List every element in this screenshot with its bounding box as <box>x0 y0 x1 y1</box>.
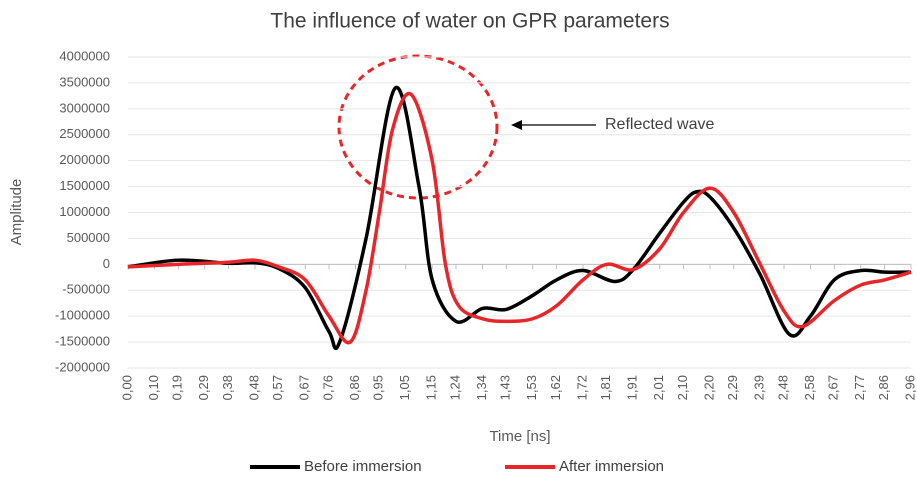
legend-label: After immersion <box>559 458 664 475</box>
x-tick-label: 2,58 <box>802 375 817 400</box>
x-tick-label: 0,67 <box>297 375 312 400</box>
x-tick-label: 1,62 <box>548 375 563 400</box>
x-tick-label: 1,53 <box>524 375 539 400</box>
series-line <box>127 91 912 345</box>
x-tick-label: 1,34 <box>474 375 489 400</box>
y-tick-label: -1000000 <box>55 308 110 323</box>
x-tick-label: 2,01 <box>651 375 666 400</box>
y-tick-label: 1000000 <box>59 204 110 219</box>
x-tick-label: 1,43 <box>498 375 513 400</box>
x-tick-label: 2,77 <box>852 375 867 400</box>
x-tick-label: 1,05 <box>397 375 412 400</box>
legend-label: Before immersion <box>304 458 422 475</box>
y-tick-label: 0 <box>103 256 110 271</box>
x-tick-label: 1,81 <box>598 375 613 400</box>
y-tick-label: 3000000 <box>59 100 110 115</box>
x-tick-label: 2,48 <box>775 375 790 400</box>
x-tick-label: 2,67 <box>826 375 841 400</box>
highlight-ellipse <box>337 54 499 200</box>
x-tick-label: 0,76 <box>320 375 335 400</box>
series-line <box>127 85 912 351</box>
x-tick-label: 1,72 <box>574 375 589 400</box>
chart-title: The influence of water on GPR parameters <box>270 10 669 33</box>
x-tick-label: 0,19 <box>170 375 185 400</box>
x-tick-label: 0,48 <box>246 375 261 400</box>
x-tick-label: 2,10 <box>675 375 690 400</box>
x-tick-label: 0,86 <box>347 375 362 400</box>
y-axis-title: Amplitude <box>8 179 25 246</box>
x-tick-label: 0,29 <box>196 375 211 400</box>
x-tick-label: 1,15 <box>424 375 439 400</box>
y-tick-label: 4000000 <box>59 48 110 63</box>
x-tick-label: 2,29 <box>725 375 740 400</box>
y-tick-label: -2000000 <box>55 359 110 374</box>
x-tick-label: 0,95 <box>371 375 386 400</box>
x-tick-label: 0,00 <box>119 375 134 400</box>
y-tick-label: -500000 <box>62 282 110 297</box>
x-tick-label: 0,38 <box>220 375 235 400</box>
x-tick-label: 1,24 <box>447 375 462 400</box>
x-tick-label: 0,57 <box>270 375 285 400</box>
x-tick-label: 2,20 <box>701 375 716 400</box>
x-tick-label: 2,96 <box>902 375 917 400</box>
annotation: Reflected wave <box>605 116 714 133</box>
y-tick-label: -1500000 <box>55 334 110 349</box>
x-tick-label: 1,91 <box>625 375 640 400</box>
y-tick-label: 2000000 <box>59 152 110 167</box>
y-tick-label: 500000 <box>67 230 110 245</box>
y-tick-label: 3500000 <box>59 74 110 89</box>
x-tick-label: 2,39 <box>752 375 767 400</box>
arrow-head <box>511 120 522 130</box>
y-tick-label: 2500000 <box>59 126 110 141</box>
x-tick-label: 0,10 <box>146 375 161 400</box>
y-tick-label: 1500000 <box>59 178 110 193</box>
x-tick-label: 2,86 <box>876 375 891 400</box>
x-axis-title: Time [ns] <box>489 428 550 445</box>
